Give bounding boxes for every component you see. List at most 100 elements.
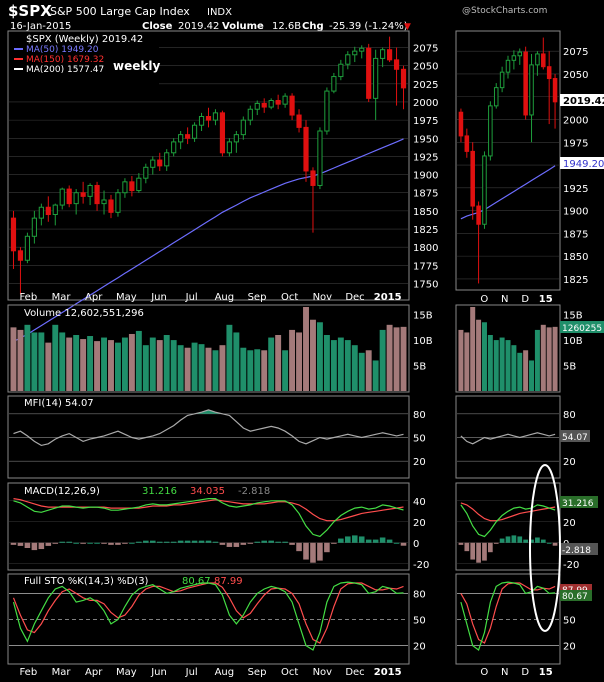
zoom-price-tick-label: 1925 [563,184,588,195]
month-tick-label: 2015 [374,667,402,678]
macd-histogram-bar [296,542,302,552]
zoom-price-tick-label: 2075 [563,47,588,58]
candle-body [275,100,281,105]
price-x-axis: Feb Mar Apr May Jun Jul Aug Sep Oct Nov Dec 2015 [19,292,401,303]
candle-body [552,78,558,103]
volume-tick-label: 10B [413,336,433,347]
zoom-month-tick-label: D [521,294,529,305]
volume-bar [184,347,191,391]
zoom-ma50-box [560,157,604,169]
price-panel: 2075 2050 2025 2000 1975 1950 1925 1900 1875 1850… [7,30,438,343]
macd-histogram-bar [289,542,295,545]
volume-bar [177,345,184,391]
volume-bar [464,332,470,391]
candle-body [185,134,191,139]
volume-bar [470,307,476,391]
zoom-month-tick-label: O [480,294,488,305]
zoom-volume-panel: 15B 10B 5B 1260255 [455,304,604,393]
macd-histogram-bar [101,542,107,544]
macd-histogram-bar [275,541,281,543]
price-tick-label: 1800 [413,243,438,254]
volume-bar [487,335,493,391]
sto-tick-label: 80 [413,589,426,600]
macd-histogram-bar [523,539,528,543]
volume-bar [191,342,198,391]
macd-histogram-bar [268,540,274,543]
volume-value: 12.6B [272,21,301,32]
candle-body [331,76,337,92]
zoom-ma50-last: 1949.20 [563,159,604,170]
legend-ma50-swatch [14,48,23,50]
volume-tick-label: 15B [413,311,433,322]
price-tick-label: 1925 [413,152,438,163]
volume-bar [212,350,219,391]
candle-body [458,111,464,137]
ma50-line [13,138,404,343]
candle-body [493,87,499,107]
volume-bar [205,347,212,391]
month-tick-label: Mar [52,292,72,303]
volume-bar [10,327,17,391]
volume-panel-label: Volume 12,602,551,296 [24,308,144,319]
volume-bar [128,333,135,391]
volume-bar [52,324,59,391]
macd-histogram-bar [212,541,219,543]
price-tick-label: 1750 [413,279,438,290]
volume-bar [400,326,407,391]
month-tick-label: Jun [150,667,167,678]
macd-histogram-bar [310,542,316,563]
macd-histogram-bar [38,542,45,550]
macd-histogram-bar [240,542,247,545]
volume-bar [17,329,24,391]
price-tick-label: 1900 [413,171,438,182]
macd-histogram-bar [45,542,52,546]
volume-bar [73,335,80,391]
volume-bar [372,360,379,391]
sto-tick-label: 20 [413,642,426,653]
volume-bar [31,332,38,391]
volume-bar [303,307,309,391]
macd-histogram-bar [94,542,100,544]
zoom-last-price: 2019.42 [563,96,604,107]
volume-bar [142,345,149,391]
candle-body [386,49,393,61]
volume-bar [476,319,482,391]
volume-panel: 15B 10B 5B Volume 12,602,551,296 [7,304,433,393]
chg-down-icon: ▼ [404,22,411,32]
macd-value: 31.216 [142,486,177,497]
candle-body [317,130,323,186]
zoom-price-tick-label: 1825 [563,275,588,286]
volume-bar [226,324,233,391]
zoom-volume-last: 1260255 [562,324,602,334]
month-tick-label: May [116,667,137,678]
macd-histogram-bar [464,542,470,552]
macd-histogram-bar [122,542,128,544]
mfi-overbought-fill [13,409,404,414]
zoom-month-tick-label: 15 [539,294,553,305]
volume-bar [310,319,316,391]
month-tick-label: Aug [215,667,235,678]
price-tick-label: 2025 [413,80,438,91]
volume-bar [80,339,87,391]
macd-label: MACD(12,26,9) [24,486,100,497]
candle-body [226,141,232,154]
macd-histogram-bar [345,536,351,543]
macd-histogram-bar [108,542,114,545]
macd-histogram-bar [493,542,499,544]
candle-body [296,114,302,128]
macd-line [460,504,556,538]
sto-tick-label: 50 [563,616,576,627]
volume-bar [365,350,372,391]
candle-body [45,206,51,216]
zoom-hist-last: -2.818 [562,546,591,556]
volume-bar [135,330,142,391]
volume-bar [240,347,247,391]
legend-ma150: MA(150) 1679.32 [26,55,104,65]
candle-body [24,235,31,261]
macd-histogram-bar [219,542,226,545]
volume-bar [330,340,337,391]
sto-k-value: 80.67 [182,576,211,587]
volume-bar [261,350,268,391]
